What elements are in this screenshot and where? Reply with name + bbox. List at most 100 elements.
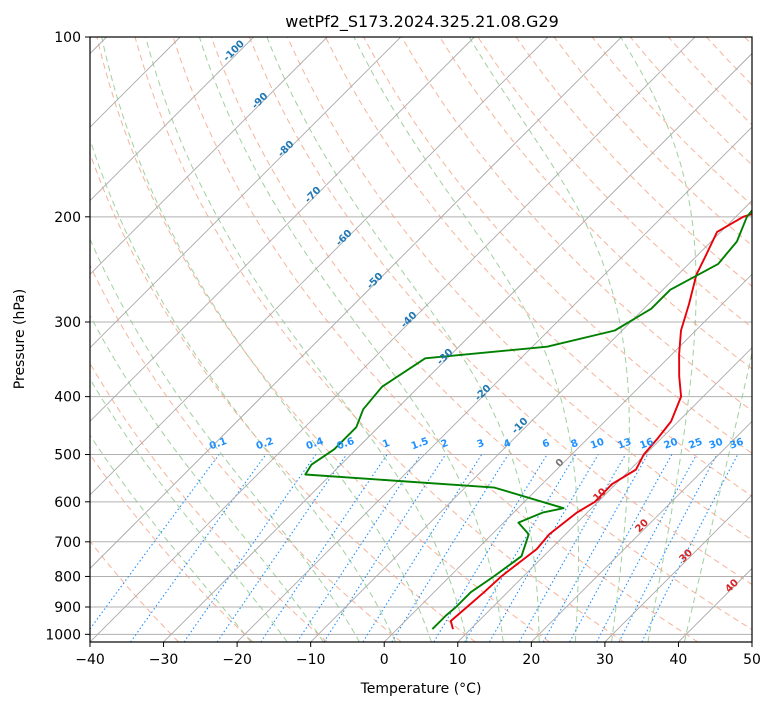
isotherm-line [90, 37, 475, 422]
dry-adiabat-label: -80 [276, 139, 297, 160]
moist-adiabat-line [353, 37, 579, 642]
x-tick-label: 20 [522, 652, 540, 668]
x-axis-label: Temperature (°C) [360, 681, 482, 697]
plot-area: -100-90-80-70-60-50-40-30-20-10010203040… [90, 37, 752, 642]
dry-adiabat-line [286, 37, 752, 541]
dry-adiabat-line [90, 453, 254, 642]
isotherm-line [90, 37, 696, 642]
mixing-ratio-label: 2 [440, 438, 450, 451]
mixing-ratio-label: 20 [663, 437, 680, 452]
dry-adiabat-line [90, 264, 402, 642]
mixing-ratio-label: 10 [589, 437, 606, 452]
isotherm-line [163, 52, 752, 642]
chart-title: wetPf2_S173.2024.325.21.08.G29 [285, 12, 559, 32]
y-tick-label: 800 [54, 569, 81, 585]
x-tick-label: 50 [743, 652, 761, 668]
dry-adiabat-line [248, 37, 752, 586]
dry-adiabat-line [706, 37, 752, 86]
mixing-ratio-label: 30 [708, 437, 725, 452]
y-tick-label: 400 [54, 390, 81, 406]
isotherm-line [678, 567, 752, 642]
mixing-ratio-line [260, 454, 388, 642]
dry-adiabat-line [172, 37, 699, 642]
y-tick-label: 700 [54, 535, 81, 551]
dry-adiabat-line [515, 37, 752, 287]
x-tick-label: 0 [380, 652, 389, 668]
y-tick-label: 900 [54, 600, 81, 616]
moist-adiabat-line [266, 37, 540, 642]
dry-adiabat-line [96, 37, 550, 642]
moist-adiabat-line [90, 137, 396, 642]
dry-adiabat-label: -100 [221, 38, 247, 64]
mixing-ratio-line [433, 454, 548, 642]
dry-adiabat-line [744, 37, 752, 46]
mixing-ratio-line [296, 454, 422, 642]
y-tick-label: 500 [54, 448, 81, 464]
x-tick-label: −20 [222, 652, 252, 668]
moist-adiabat-line [90, 434, 252, 642]
moist-adiabat-line [90, 378, 288, 642]
mixing-ratio-label: 25 [687, 437, 704, 452]
moist-adiabat-line [683, 350, 752, 642]
dry-adiabat-label: -40 [399, 310, 420, 331]
mixing-ratio-label: 0.1 [208, 436, 228, 452]
dry-adiabat-line [90, 151, 476, 642]
moist-adiabat-line [90, 314, 324, 642]
moist-adiabat-line [90, 237, 360, 642]
dry-adiabat-label: -90 [250, 91, 271, 112]
mixing-ratio-line [130, 454, 267, 642]
dry-adiabat-label: 30 [677, 547, 695, 565]
mixing-ratio-line [183, 454, 317, 642]
dry-adiabat-label: -50 [365, 271, 386, 292]
x-tick-label: 40 [670, 652, 688, 668]
isotherm-line [310, 200, 752, 642]
mixing-ratio-label: 4 [502, 438, 512, 451]
x-tick-label: 30 [596, 652, 614, 668]
moist-adiabat-line [101, 37, 432, 642]
x-tick-label: −40 [75, 652, 105, 668]
dry-adiabat-line [134, 37, 625, 642]
mixing-ratio-label: 36 [728, 437, 745, 452]
mixing-ratio-label: 0.2 [255, 436, 275, 452]
y-tick-label: 1000 [45, 627, 81, 643]
y-tick-label: 200 [54, 210, 81, 226]
dry-adiabat-label: -10 [510, 416, 531, 437]
mixing-ratio-line [90, 454, 220, 630]
mixing-ratio-line [618, 454, 718, 642]
mixing-ratio-label: 1 [381, 438, 391, 451]
mixing-ratio-line [569, 454, 673, 642]
dry-adiabat-label: 40 [723, 577, 741, 595]
isotherm-line [90, 37, 402, 349]
mixing-ratio-label: 0.4 [305, 436, 325, 452]
isotherm-line [531, 420, 752, 642]
y-axis-label: Pressure (hPa) [12, 289, 28, 389]
dry-adiabat-line [439, 37, 752, 370]
dry-adiabat-line [90, 362, 328, 642]
isotherm-line [90, 37, 254, 202]
x-tick-label: −10 [296, 652, 326, 668]
mixing-ratio-label: 8 [570, 438, 580, 451]
mixing-ratio-line [596, 454, 697, 642]
isotherm-line [90, 37, 622, 570]
dry-adiabat-line [325, 37, 752, 497]
mixing-ratio-label: 13 [616, 437, 633, 452]
isotherm-line [751, 641, 752, 642]
dry-adiabat-label: 0 [554, 457, 567, 470]
dry-adiabat-line [629, 37, 752, 166]
y-tick-label: 100 [54, 30, 81, 46]
x-tick-label: 10 [449, 652, 467, 668]
isotherm-line [90, 37, 549, 496]
dewpoint-profile-line [304, 209, 752, 630]
dry-adiabat-label: -20 [473, 383, 494, 404]
isotherm-line [90, 37, 328, 275]
mixing-ratio-line [216, 454, 348, 642]
mixing-ratio-line [489, 454, 599, 642]
mixing-ratio-label: 0.6 [336, 436, 356, 452]
plot-frame [89, 36, 753, 643]
y-tick-label: 600 [54, 495, 81, 511]
dry-adiabat-label: -30 [435, 347, 456, 368]
dry-adiabat-label: 20 [633, 517, 651, 535]
mixing-ratio-label: 1.5 [410, 436, 430, 452]
mixing-ratio-line [323, 454, 447, 642]
